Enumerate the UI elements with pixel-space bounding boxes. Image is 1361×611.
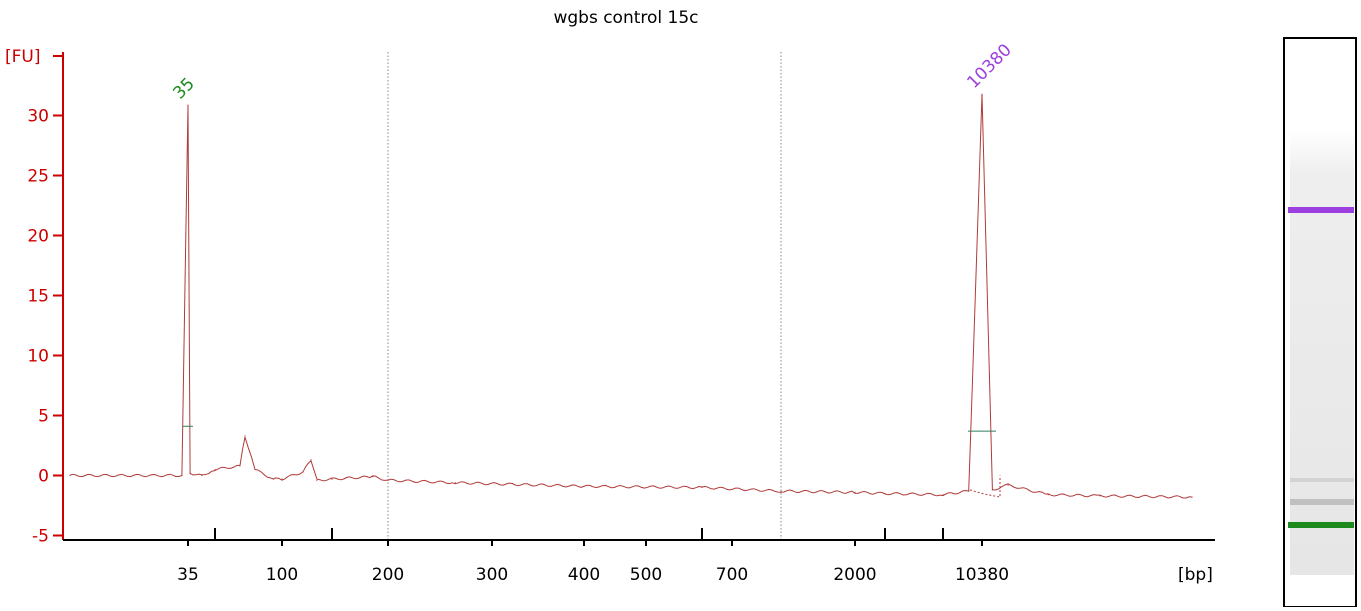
- trace-point: [69, 474, 71, 477]
- y-axis-label: [FU]: [5, 47, 41, 67]
- trace-point: [331, 478, 333, 480]
- trace-point: [281, 478, 283, 480]
- trace-point: [187, 105, 189, 107]
- x-tick-label: 300: [476, 565, 508, 585]
- y-tick-label: -5: [32, 527, 49, 547]
- gel-faint-band: [1290, 499, 1354, 505]
- trace-point: [372, 476, 374, 478]
- trace-point: [968, 490, 970, 492]
- gel-image-lane: [1283, 37, 1357, 608]
- peak-label: 10380: [963, 40, 1015, 92]
- trace-point: [854, 491, 856, 493]
- trace-point: [310, 459, 312, 461]
- trace-group: [69, 93, 1193, 499]
- y-tick-label: 25: [27, 167, 49, 187]
- trace-point: [302, 471, 304, 473]
- gel-band-lower-marker: [1288, 522, 1354, 528]
- trace-point: [942, 494, 944, 496]
- trace-point: [239, 465, 241, 467]
- gel-faint-band: [1290, 478, 1354, 482]
- x-tick-label: 100: [266, 565, 298, 585]
- peak-baseline: [969, 475, 1001, 498]
- chart-title: wgbs control 15c: [553, 8, 698, 28]
- trace-point: [316, 479, 318, 481]
- trace-point: [254, 468, 256, 471]
- signal-trace: [69, 93, 1193, 499]
- gel-lane-background: [1290, 130, 1354, 575]
- trace-point: [214, 468, 216, 471]
- x-tick-label: 400: [568, 565, 600, 585]
- trace-point: [991, 489, 994, 491]
- trace-point: [181, 474, 183, 477]
- y-tick-label: 20: [27, 227, 49, 247]
- trace-point: [189, 472, 191, 474]
- trace-point: [1099, 495, 1101, 497]
- x-axis-label: [bp]: [1178, 565, 1213, 585]
- y-axis-ticks: -5 0 5 10 15 20 25 30: [27, 107, 63, 547]
- trace-point: [387, 479, 389, 481]
- trace-point: [1191, 496, 1193, 498]
- y-tick-label: 10: [27, 347, 49, 367]
- x-tick-label: 35: [177, 565, 199, 585]
- y-tick-label: 15: [27, 287, 49, 307]
- trace-point: [454, 482, 456, 484]
- trace-point: [244, 435, 246, 437]
- axes: [53, 52, 1215, 541]
- trace-point: [981, 94, 983, 96]
- x-tick-label: 700: [716, 565, 748, 585]
- trace-point: [1007, 484, 1009, 486]
- trace-point: [884, 492, 886, 495]
- trace-point: [780, 490, 782, 492]
- y-tick-label: 30: [27, 107, 49, 127]
- y-tick-label: 0: [38, 467, 49, 487]
- x-tick-label: 10380: [955, 565, 1009, 585]
- trace-point: [701, 486, 703, 489]
- peak-label: 35: [169, 74, 198, 103]
- gridlines: [387, 52, 782, 540]
- x-tick-label: 200: [372, 565, 404, 585]
- trace-point: [272, 478, 274, 480]
- trace-point: [1047, 494, 1049, 496]
- trace-point: [583, 485, 585, 487]
- x-axis-ticks: 35 100 200 300 400 500 700 2000 10380: [177, 528, 1009, 585]
- peak-annotations: 35 10380: [169, 40, 1016, 498]
- gel-band-upper-marker: [1288, 207, 1354, 213]
- x-tick-label: 500: [630, 565, 662, 585]
- trace-point: [201, 474, 203, 477]
- y-tick-label: 5: [38, 407, 49, 427]
- x-tick-label: 2000: [833, 565, 876, 585]
